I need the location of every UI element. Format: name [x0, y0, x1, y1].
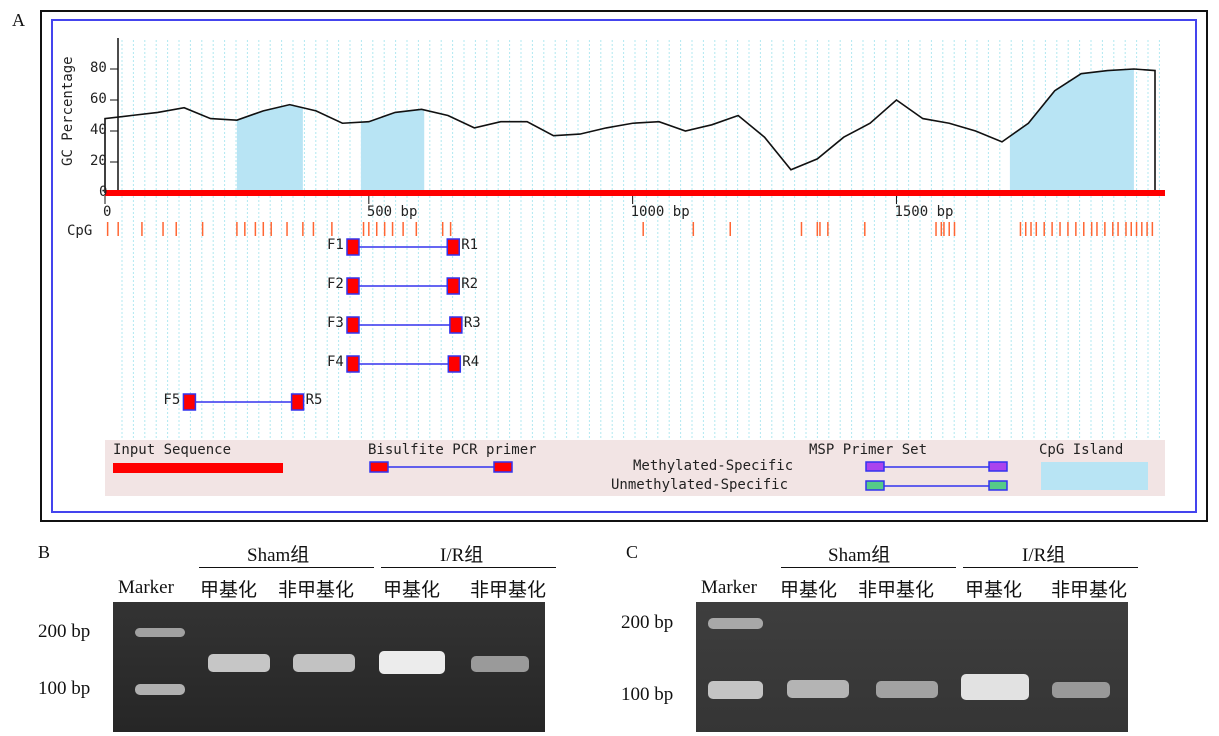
panel-c-band-ir-u: [1052, 682, 1110, 698]
panel-b-100bp: 100 bp: [38, 678, 91, 699]
reverse-primer-label: R2: [461, 276, 479, 292]
panel-c-letter: C: [626, 542, 639, 562]
y-axis-label-wrap: GC Percentage: [60, 46, 80, 176]
x-tick-label: 1000 bp: [630, 204, 690, 220]
x-tick-label: 1500 bp: [894, 204, 954, 220]
legend-unmethylated-box-right: [988, 480, 1008, 491]
y-axis-label: GC Percentage: [60, 56, 76, 166]
forward-primer-box-5: [182, 393, 197, 411]
y-tick-label: 0: [99, 184, 108, 200]
forward-primer-box-4: [346, 355, 360, 373]
forward-primer-label: F4: [326, 354, 344, 370]
forward-primer-label: F3: [326, 315, 344, 331]
legend-bisulfite-label: Bisulfite PCR primer: [368, 442, 537, 458]
gc-percentage-line: [104, 68, 1156, 193]
panel-b-200bp: 200 bp: [38, 621, 91, 642]
panel-c-lane-2: 甲基化: [780, 580, 838, 601]
cpg-island: [360, 109, 425, 193]
panel-c-200bp: 200 bp: [621, 612, 674, 633]
forward-primer-box-1: [346, 238, 360, 256]
legend-msp-label: MSP Primer Set: [809, 442, 928, 458]
forward-primer-box-3: [346, 316, 360, 334]
panel-b-band-sham-u: [293, 654, 355, 672]
legend-bisulfite-box-right: [493, 461, 513, 473]
reverse-primer-box-2: [446, 277, 460, 295]
reverse-primer-label: R3: [463, 315, 481, 331]
panel-a-frame: [40, 10, 1208, 522]
legend-cpg-island-label: CpG Island: [1039, 442, 1124, 458]
panel-c-band-sham-u: [876, 681, 938, 698]
x-tick-label: 0: [103, 204, 112, 220]
panel-b-marker-200-band: [135, 628, 185, 637]
panel-c-lane-marker: Marker: [701, 577, 757, 598]
panel-c-lane-5: 非甲基化: [1051, 580, 1128, 601]
panel-a-inner-frame: [51, 19, 1197, 513]
reverse-primer-box-3: [449, 316, 463, 334]
panel-b-group-ir: I/R组: [440, 545, 484, 566]
forward-primer-box-2: [346, 277, 360, 295]
panel-b-band-sham-m: [208, 654, 270, 672]
legend-methylated-box-left: [865, 461, 885, 472]
legend-unmethylated-box-left: [865, 480, 885, 491]
legend-input-swatch: [113, 463, 283, 473]
panel-b-lane-5: 非甲基化: [470, 580, 547, 601]
x-tick-label: 500 bp: [366, 204, 418, 220]
legend-input-label: Input Sequence: [113, 442, 232, 458]
panel-b-letter: B: [38, 542, 51, 562]
panel-b-sham-underline: [199, 567, 374, 568]
panel-b-group-sham: Sham组: [247, 545, 310, 566]
panel-c-lane-4: 甲基化: [965, 580, 1023, 601]
legend-methylated-box-right: [988, 461, 1008, 472]
panel-b-ir-underline: [381, 567, 556, 568]
panel-c-sham-underline: [781, 567, 956, 568]
panel-b-band-ir-m: [379, 651, 445, 674]
forward-primer-label: F5: [163, 392, 181, 408]
cpg-label: CpG: [67, 223, 93, 239]
reverse-primer-label: R4: [462, 354, 480, 370]
panel-b-lane-4: 甲基化: [383, 580, 441, 601]
legend-bisulfite-box-left: [369, 461, 389, 473]
panel-c-ir-underline: [963, 567, 1138, 568]
reverse-primer-label: R1: [461, 237, 479, 253]
panel-c-group-ir: I/R组: [1022, 545, 1066, 566]
panel-c-band-sham-m: [787, 680, 849, 698]
primer-pairs: [182, 238, 463, 411]
panel-b-band-ir-u: [471, 656, 529, 672]
reverse-primer-box-5: [290, 393, 305, 411]
cpg-island: [236, 104, 303, 193]
panel-b-lane-2: 甲基化: [200, 580, 258, 601]
panel-b-marker-100-band: [135, 684, 185, 695]
cpg-island: [1009, 69, 1134, 193]
y-tick-label: 20: [90, 153, 107, 169]
y-tick-label: 60: [90, 91, 107, 107]
y-ticks: [110, 68, 118, 194]
panel-c-group-sham: Sham组: [828, 545, 891, 566]
forward-primer-label: F1: [326, 237, 344, 253]
legend-methylated-label: Methylated-Specific: [633, 458, 794, 474]
panel-a-letter: A: [12, 10, 25, 30]
forward-primer-label: F2: [326, 276, 344, 292]
reverse-primer-label: R5: [305, 392, 323, 408]
y-tick-label: 80: [90, 60, 107, 76]
panel-c-100bp: 100 bp: [621, 684, 674, 705]
legend: [105, 440, 1165, 496]
panel-c-marker-200-band: [708, 618, 763, 629]
panel-c-band-ir-m: [961, 674, 1029, 700]
cpg-sites: [106, 222, 1154, 236]
panel-c-lane-3: 非甲基化: [858, 580, 935, 601]
x-ticks: [104, 196, 897, 204]
panel-b-gel: [113, 602, 545, 732]
y-tick-label: 40: [90, 122, 107, 138]
reverse-primer-box-1: [446, 238, 460, 256]
legend-unmethylated-label: Unmethylated-Specific: [611, 477, 789, 493]
panel-b-lane-marker: Marker: [118, 577, 174, 598]
cpg-islands: [236, 69, 1134, 193]
panel-c-marker-100-band: [708, 681, 763, 699]
input-sequence-bar: [105, 190, 1165, 196]
panel-b-lane-3: 非甲基化: [278, 580, 355, 601]
legend-cpg-island-swatch: [1041, 462, 1148, 490]
reverse-primer-box-4: [447, 355, 462, 373]
panel-c-gel: [696, 602, 1128, 732]
panel-a-chart: [104, 38, 1165, 496]
